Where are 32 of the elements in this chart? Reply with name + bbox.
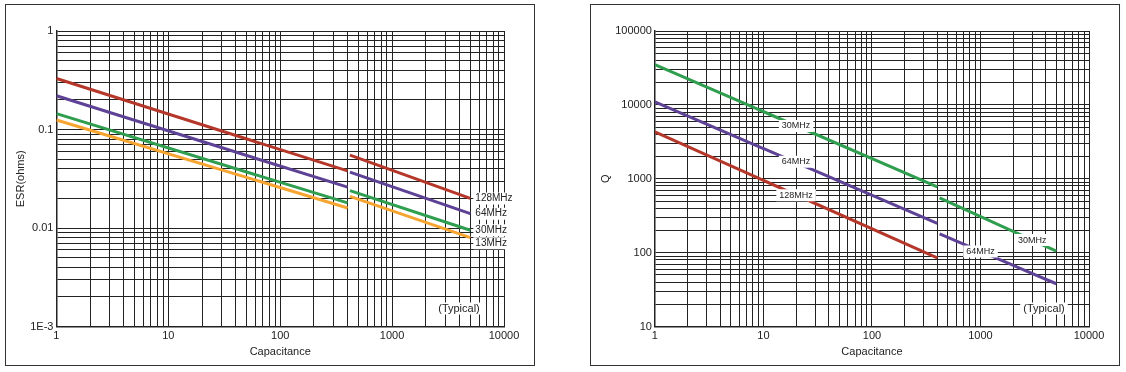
series-label: 30MHz	[475, 224, 507, 236]
annotation: 30MHz	[1018, 234, 1047, 245]
x-axis-title: Capacitance	[841, 345, 903, 358]
y-tick-label: 100	[633, 245, 652, 258]
annotation: (Typical)	[438, 301, 480, 314]
y-axis-title: Q	[598, 174, 611, 184]
annotation: (Typical)	[1023, 301, 1065, 314]
x-tick-label: 10000	[488, 329, 520, 342]
y-tick-label: 10000	[621, 97, 652, 110]
x-tick-label: 100	[862, 329, 882, 342]
annotation: 64MHz	[966, 245, 996, 256]
y-tick-label: 1	[47, 24, 54, 37]
annotation: 64MHz	[781, 156, 811, 167]
series-label: 13MHz	[475, 237, 507, 249]
annotation: 128MHz	[779, 189, 814, 200]
x-tick-label: 10	[162, 329, 175, 342]
y-tick-label: 100000	[615, 24, 652, 37]
y-tick-label: 0.1	[38, 122, 54, 135]
y-tick-label: 10	[639, 319, 652, 332]
x-tick-label: 100	[271, 329, 290, 342]
x-tick-label: 1000	[379, 329, 405, 342]
y-tick-label: 1E-3	[30, 319, 54, 332]
x-tick-label: 10	[757, 329, 770, 342]
x-tick-label: 1000	[968, 329, 993, 342]
series-label: 128MHz	[475, 192, 513, 204]
x-tick-label: 10000	[1073, 329, 1105, 342]
y-tick-label: 1000	[627, 171, 652, 184]
series-label: 64MHz	[475, 207, 507, 219]
y-tick-label: 0.01	[32, 221, 54, 234]
x-axis-title: Capacitance	[249, 345, 311, 358]
y-axis-title: ESR(ohms)	[13, 150, 26, 208]
annotation: 30MHz	[781, 120, 811, 131]
